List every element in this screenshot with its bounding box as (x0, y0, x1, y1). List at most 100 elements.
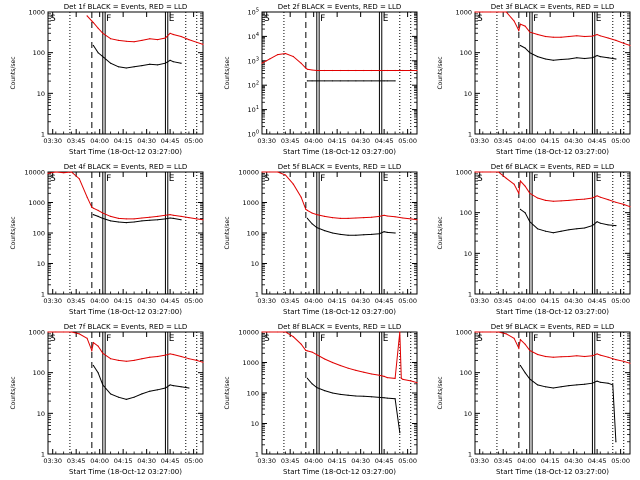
data-point-lld (91, 349, 93, 352)
data-point-lld (331, 69, 334, 72)
data-point-events (383, 397, 385, 399)
data-point-lld (261, 62, 263, 64)
data-point-lld (149, 356, 151, 358)
marker-letter-e: E (169, 334, 175, 344)
data-point-lld (410, 218, 412, 220)
data-point-lld (584, 35, 586, 38)
data-point-lld (92, 22, 94, 24)
data-point-events (169, 384, 171, 386)
data-point-events (524, 372, 526, 374)
data-point-events (169, 59, 171, 61)
data-point-lld (513, 20, 515, 22)
marker-letter-f: F (320, 14, 325, 24)
data-point-events (110, 220, 112, 222)
data-point-lld (505, 11, 507, 13)
data-point-lld (513, 183, 515, 185)
data-point-events (97, 372, 99, 374)
data-point-events (607, 57, 609, 59)
data-point-lld (196, 359, 198, 361)
data-point-lld (164, 354, 166, 356)
data-point-lld (576, 199, 578, 201)
data-point-events (331, 392, 334, 394)
data-point-events (615, 441, 617, 443)
y-tick-exponent: 1 (256, 105, 259, 111)
data-point-events (386, 80, 388, 82)
y-axis-label: Counts/sec (224, 216, 231, 249)
data-point-lld (125, 218, 127, 220)
data-point-lld (202, 361, 204, 363)
x-axis-label: Start Time (18-Oct-12 03:27:00) (69, 468, 182, 476)
y-tick-label: 10 (37, 260, 45, 268)
data-point-events (102, 56, 104, 58)
data-point-lld (416, 69, 418, 72)
data-point-lld (416, 382, 418, 384)
data-point-events (331, 80, 334, 82)
x-tick-label: 05:00 (184, 297, 203, 305)
y-tick-label: 100 (460, 49, 472, 57)
y-tick-label: 100 (460, 209, 472, 217)
data-point-lld (63, 172, 65, 174)
data-point-lld (399, 331, 401, 333)
data-point-events (92, 44, 94, 47)
x-tick-label: 04:00 (90, 457, 109, 465)
data-point-events (544, 58, 547, 60)
data-point-lld (537, 33, 539, 36)
data-point-events (607, 382, 609, 384)
data-point-lld (482, 331, 484, 333)
data-point-events (316, 227, 318, 229)
data-point-lld (324, 358, 326, 360)
data-point-lld (519, 180, 522, 182)
x-tick-label: 04:45 (588, 137, 607, 145)
data-point-events (102, 384, 104, 386)
y-tick-label: 10 (37, 90, 45, 98)
plot-frame (47, 11, 204, 135)
data-point-lld (355, 69, 357, 72)
data-point-lld (386, 377, 388, 379)
marker-letter-e: E (169, 14, 175, 24)
x-tick-label: 04:15 (114, 457, 133, 465)
data-point-events (306, 80, 308, 82)
data-point-events (347, 80, 349, 82)
series-line-lld (262, 331, 418, 384)
x-tick-label: 05:00 (398, 457, 417, 465)
data-point-lld (371, 69, 373, 72)
data-point-lld (97, 345, 99, 347)
x-tick-label: 03:45 (494, 297, 513, 305)
x-tick-label: 04:00 (304, 457, 323, 465)
data-point-lld (284, 174, 287, 176)
data-point-lld (623, 42, 625, 44)
y-axis-label: Counts/sec (437, 56, 444, 89)
data-point-lld (560, 356, 562, 358)
y-tick-label: 1 (255, 451, 259, 459)
x-tick-label: 05:00 (184, 137, 203, 145)
data-point-lld (63, 331, 65, 333)
data-point-lld (529, 31, 531, 33)
x-tick-label: 04:30 (564, 137, 583, 145)
y-tick-exponent: 0 (256, 130, 259, 136)
data-point-lld (482, 171, 484, 173)
data-point-lld (157, 215, 159, 217)
data-point-lld (102, 352, 104, 354)
data-point-lld (596, 195, 598, 197)
data-point-lld (261, 331, 263, 333)
data-point-events (324, 80, 326, 82)
x-tick-label: 03:30 (43, 297, 62, 305)
data-point-lld (188, 358, 190, 360)
data-point-events (607, 224, 609, 226)
data-point-lld (383, 214, 385, 216)
data-point-lld (615, 201, 617, 203)
data-point-lld (300, 62, 302, 64)
data-point-lld (371, 373, 373, 375)
data-point-lld (474, 11, 476, 13)
x-tick-label: 04:00 (304, 137, 323, 145)
data-point-events (576, 384, 578, 386)
data-point-lld (497, 171, 500, 173)
data-point-events (157, 389, 159, 391)
data-point-lld (311, 212, 313, 214)
marker-letter-e: E (169, 174, 175, 184)
x-tick-label: 04:00 (90, 297, 109, 305)
data-point-lld (544, 35, 547, 38)
data-point-lld (277, 331, 279, 333)
x-tick-label: 04:15 (328, 457, 347, 465)
detector-panel-5: Det 5f BLACK = Events, RED = LLD Counts/s… (224, 163, 418, 316)
